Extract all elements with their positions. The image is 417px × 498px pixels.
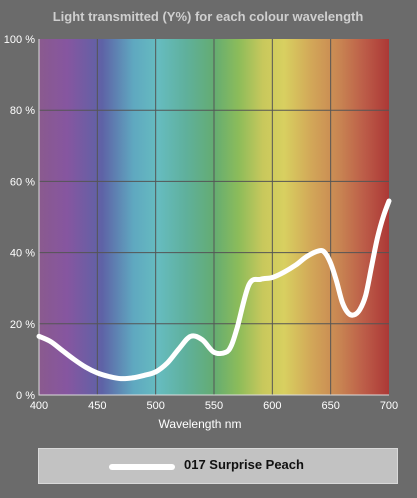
y-tick-label: 80 % — [10, 105, 35, 117]
grid — [38, 39, 389, 396]
x-tick-label: 400 — [30, 400, 48, 412]
x-axis-ticks: 400 450 500 550 600 650 700 — [30, 400, 398, 412]
x-tick-label: 550 — [205, 400, 223, 412]
x-tick-label: 650 — [321, 400, 339, 412]
y-tick-label: 40 % — [10, 248, 35, 260]
series-line-surprise-peach — [36, 198, 392, 382]
x-tick-label: 600 — [263, 400, 281, 412]
x-tick-label: 500 — [146, 400, 164, 412]
y-tick-label: 0 % — [16, 390, 35, 402]
y-axis-ticks: 0 % 20 % 40 % 60 % 80 % 100 % — [4, 34, 35, 402]
y-tick-label: 100 % — [4, 34, 35, 46]
axis-lines — [38, 39, 389, 396]
legend-swatch — [109, 464, 175, 470]
y-tick-label: 60 % — [10, 176, 35, 188]
legend-label: 017 Surprise Peach — [184, 457, 304, 472]
chart-title: Light transmitted (Y%) for each colour w… — [53, 9, 364, 24]
y-tick-label: 20 % — [10, 319, 35, 331]
x-axis-label: Wavelength nm — [159, 417, 242, 431]
legend: 017 Surprise Peach — [38, 448, 398, 484]
x-tick-label: 700 — [380, 400, 398, 412]
x-tick-label: 450 — [88, 400, 106, 412]
